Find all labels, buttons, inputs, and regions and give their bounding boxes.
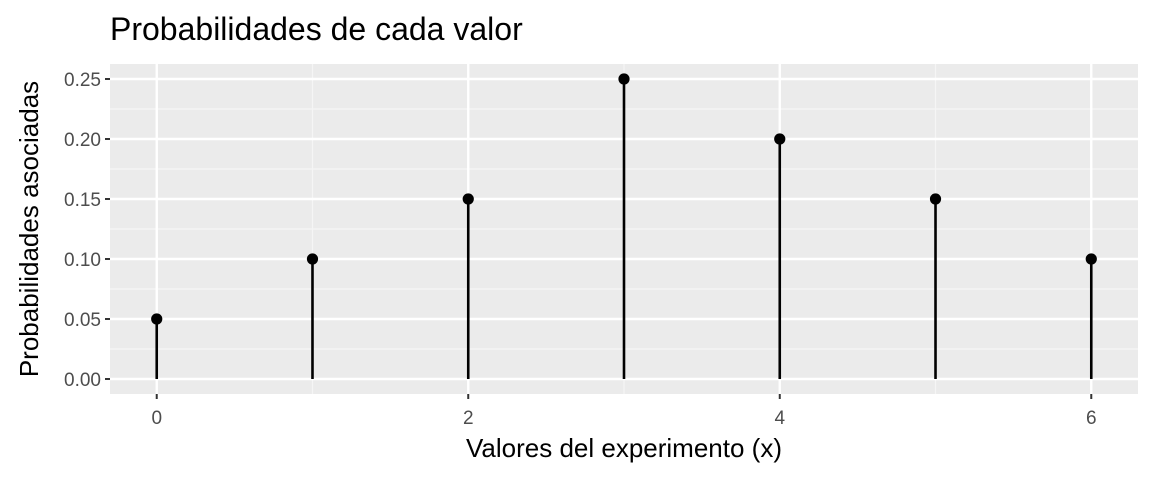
point-x4: [774, 133, 786, 145]
point-x3: [618, 73, 630, 85]
stems: [155, 79, 1093, 379]
point-x2: [462, 193, 474, 205]
points: [151, 73, 1097, 325]
point-x5: [929, 193, 942, 205]
y-tick-label: 0.05: [64, 310, 101, 331]
y-tick-label: 0.25: [64, 70, 101, 91]
chart-title: Probabilidades de cada valor: [110, 11, 523, 47]
x-tick-label: 4: [774, 408, 785, 429]
x-tick-label: 0: [151, 408, 162, 429]
point-x1: [306, 253, 319, 265]
x-axis-label: Valores del experimento (x): [466, 433, 782, 463]
point-x0: [151, 313, 163, 325]
y-axis: 0.00 0.05 0.10 0.15 0.20 0.25: [64, 70, 110, 391]
point-x6: [1085, 253, 1097, 265]
x-tick-label: 6: [1086, 408, 1097, 429]
y-tick-label: 0.20: [64, 130, 101, 151]
y-tick-label: 0.15: [64, 190, 101, 211]
y-tick-label: 0.10: [64, 250, 101, 271]
x-axis: 0 2 4 6: [151, 394, 1097, 429]
y-tick-label: 0.00: [64, 370, 101, 391]
x-tick-label: 2: [463, 408, 474, 429]
y-axis-label: Probabilidades asociadas: [14, 81, 44, 377]
